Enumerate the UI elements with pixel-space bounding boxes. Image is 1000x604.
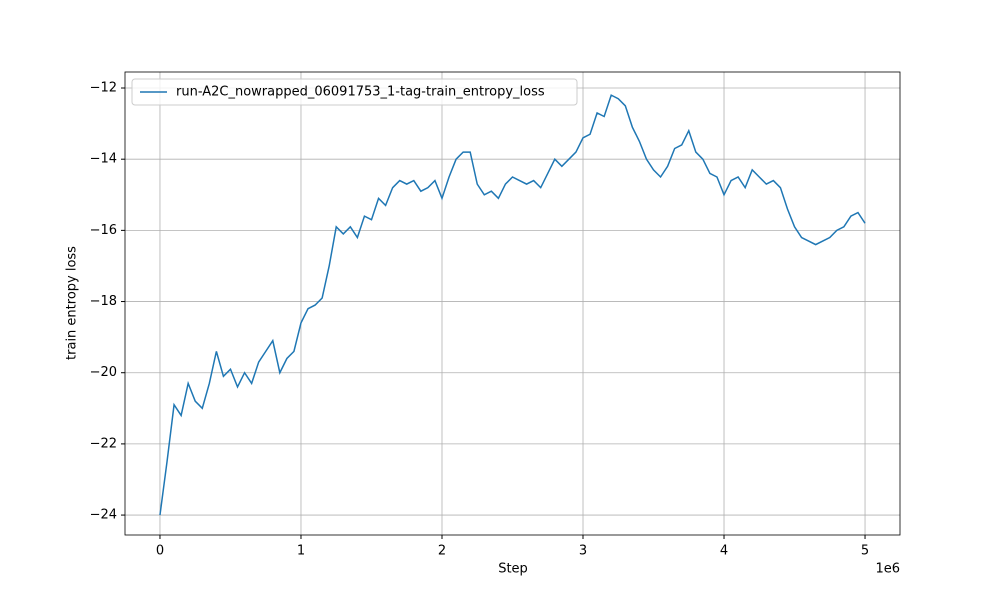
x-tick-label: 4 [720,544,728,559]
legend-box [131,78,578,106]
y-tick-label: −18 [90,294,117,309]
legend-label: run-A2C_nowrapped_06091753_1-tag-train_e… [176,85,545,100]
plot-frame [124,71,901,536]
x-axis-label: Step [498,562,528,577]
y-tick-label: −16 [90,223,117,238]
y-axis-label: train entropy loss [65,246,80,360]
data-line [159,94,866,516]
x-tick-label: 1 [297,544,305,559]
x-offset-text: 1e6 [875,562,900,577]
x-tick-label: 0 [156,544,164,559]
x-tick-label: 2 [438,544,446,559]
x-tick-label: 5 [861,544,869,559]
x-tick-label: 3 [579,544,587,559]
y-tick-label: −14 [90,152,117,167]
y-tick-label: −20 [90,365,117,380]
y-tick-label: −22 [90,436,117,451]
y-tick-label: −24 [90,508,117,523]
y-tick-label: −12 [90,81,117,96]
